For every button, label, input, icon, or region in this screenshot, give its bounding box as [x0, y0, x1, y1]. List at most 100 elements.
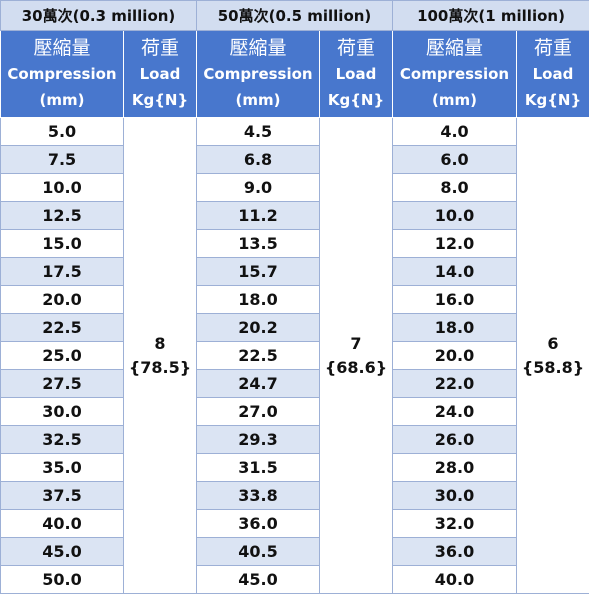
compression-value-cell: 32.0: [392, 509, 517, 538]
compression-value-cell: 18.0: [196, 285, 320, 314]
group-title: 30萬次(0.3 million): [0, 0, 197, 31]
compression-header-en: Compression: [203, 65, 313, 83]
compression-value-cell: 37.5: [0, 481, 124, 510]
compression-value-cell: 45.0: [196, 565, 320, 594]
compression-header: 壓縮量 Compression (mm): [0, 30, 124, 118]
compression-value-cell: 20.0: [0, 285, 124, 314]
cycle-group-header-row: 30萬次(0.3 million) 50萬次(0.5 million) 100萬…: [0, 0, 589, 31]
load-kg-value: 8: [154, 333, 166, 353]
compression-value-cell: 5.0: [0, 117, 124, 146]
compression-value-cell: 40.0: [392, 565, 517, 594]
load-header-unit: Kg{N}: [327, 91, 385, 109]
compression-value-cell: 26.0: [392, 425, 517, 454]
load-kg-value: 6: [547, 333, 559, 353]
load-header: 荷重 Load Kg{N}: [319, 30, 393, 118]
compression-header-zh: 壓縮量: [33, 37, 91, 59]
table-row: 32.5 29.3 26.0: [0, 425, 589, 454]
compression-value-cell: 14.0: [392, 257, 517, 286]
compression-value-cell: 18.0: [392, 313, 517, 342]
load-header-en: Load: [335, 65, 377, 83]
compression-value-cell: 45.0: [0, 537, 124, 566]
table-row: 5.0 8 {78.5} 4.5 7 {68.6} 4.0 6 {58.8}: [0, 117, 589, 594]
compression-value-cell: 12.5: [0, 201, 124, 230]
compression-value-cell: 30.0: [392, 481, 517, 510]
compression-header-zh: 壓縮量: [229, 37, 287, 59]
compression-value-cell: 30.0: [0, 397, 124, 426]
compression-header: 壓縮量 Compression (mm): [392, 30, 517, 118]
compression-header: 壓縮量 Compression (mm): [196, 30, 320, 118]
load-header-zh: 荷重: [336, 37, 375, 59]
table-row: 15.0 13.5 12.0: [0, 229, 589, 258]
compression-value-cell: 10.0: [392, 201, 517, 230]
compression-value-cell: 4.5: [196, 117, 320, 146]
compression-value-cell: 7.5: [0, 145, 124, 174]
load-value-cell: 8 {78.5}: [123, 117, 197, 594]
compression-value-cell: 32.5: [0, 425, 124, 454]
column-header-row: 壓縮量 Compression (mm) 荷重 Load Kg{N} 壓縮量 C…: [0, 30, 589, 118]
group-title: 100萬次(1 million): [392, 0, 589, 31]
compression-header-en: Compression: [7, 65, 117, 83]
load-header-unit: Kg{N}: [131, 91, 189, 109]
table-row: 40.0 36.0 32.0: [0, 509, 589, 538]
load-value-cell: 6 {58.8}: [516, 117, 589, 594]
compression-value-cell: 40.5: [196, 537, 320, 566]
compression-value-cell: 10.0: [0, 173, 124, 202]
compression-value-cell: 6.8: [196, 145, 320, 174]
table-row: 25.0 22.5 20.0: [0, 341, 589, 370]
compression-value-cell: 27.0: [196, 397, 320, 426]
load-newton-value: {58.8}: [521, 357, 585, 377]
load-header-zh: 荷重: [533, 37, 572, 59]
compression-header-unit: (mm): [432, 91, 477, 109]
load-kg-value: 7: [350, 333, 362, 353]
table-row: 10.0 9.0 8.0: [0, 173, 589, 202]
compression-value-cell: 6.0: [392, 145, 517, 174]
compression-value-cell: 40.0: [0, 509, 124, 538]
compression-value-cell: 50.0: [0, 565, 124, 594]
compression-value-cell: 16.0: [392, 285, 517, 314]
table-body: 5.0 8 {78.5} 4.5 7 {68.6} 4.0 6 {58.8} 7.5 6.8 6.0 1…: [0, 117, 589, 594]
table-row: 35.0 31.5 28.0: [0, 453, 589, 482]
table-row: 45.0 40.5 36.0: [0, 537, 589, 566]
compression-value-cell: 15.7: [196, 257, 320, 286]
compression-value-cell: 24.7: [196, 369, 320, 398]
compression-header-unit: (mm): [39, 91, 85, 109]
compression-value-cell: 25.0: [0, 341, 124, 370]
compression-value-cell: 9.0: [196, 173, 320, 202]
table-row: 12.5 11.2 10.0: [0, 201, 589, 230]
compression-value-cell: 17.5: [0, 257, 124, 286]
table-row: 37.5 33.8 30.0: [0, 481, 589, 510]
table-row: 22.5 20.2 18.0: [0, 313, 589, 342]
table-row: 7.5 6.8 6.0: [0, 145, 589, 174]
compression-value-cell: 11.2: [196, 201, 320, 230]
compression-value-cell: 24.0: [392, 397, 517, 426]
table-row: 20.0 18.0 16.0: [0, 285, 589, 314]
compression-value-cell: 35.0: [0, 453, 124, 482]
load-header: 荷重 Load Kg{N}: [516, 30, 589, 118]
compression-value-cell: 33.8: [196, 481, 320, 510]
compression-value-cell: 36.0: [392, 537, 517, 566]
load-header-en: Load: [139, 65, 181, 83]
load-header-zh: 荷重: [140, 37, 179, 59]
table-row: 17.5 15.7 14.0: [0, 257, 589, 286]
load-header: 荷重 Load Kg{N}: [123, 30, 197, 118]
compression-value-cell: 22.0: [392, 369, 517, 398]
compression-value-cell: 31.5: [196, 453, 320, 482]
load-header-en: Load: [532, 65, 574, 83]
compression-value-cell: 20.0: [392, 341, 517, 370]
compression-value-cell: 22.5: [196, 341, 320, 370]
load-value-cell: 7 {68.6}: [319, 117, 393, 594]
compression-value-cell: 27.5: [0, 369, 124, 398]
compression-value-cell: 20.2: [196, 313, 320, 342]
group-title: 50萬次(0.5 million): [196, 0, 393, 31]
compression-value-cell: 12.0: [392, 229, 517, 258]
compression-value-cell: 28.0: [392, 453, 517, 482]
load-header-unit: Kg{N}: [524, 91, 582, 109]
compression-value-cell: 22.5: [0, 313, 124, 342]
table-row: 27.5 24.7 22.0: [0, 369, 589, 398]
compression-header-zh: 壓縮量: [425, 37, 483, 59]
compression-value-cell: 13.5: [196, 229, 320, 258]
compression-header-unit: (mm): [235, 91, 281, 109]
compression-value-cell: 29.3: [196, 425, 320, 454]
table-row: 50.0 45.0 40.0: [0, 565, 589, 594]
